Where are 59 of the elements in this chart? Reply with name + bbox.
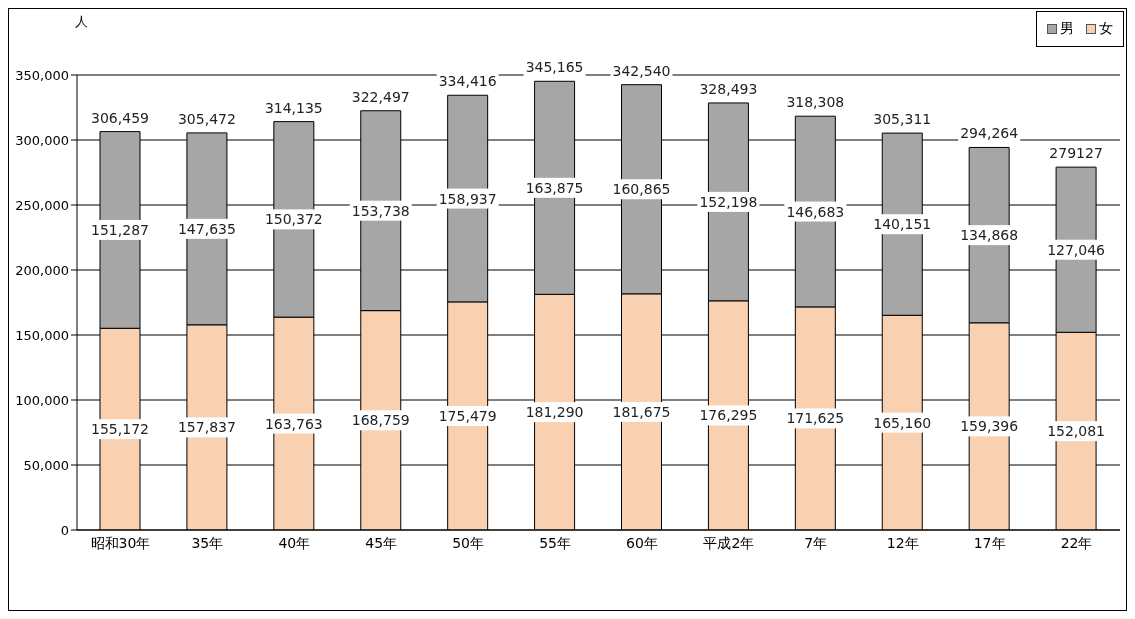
x-tick-label: 60年 — [626, 534, 658, 551]
y-tick-label: 50,000 — [23, 457, 69, 473]
data-label: 134,868 — [960, 227, 1019, 244]
total-label: 318,308 — [786, 94, 845, 111]
total-label: 345,165 — [525, 59, 584, 76]
data-label: 171,625 — [786, 410, 845, 427]
total-label: 306,459 — [91, 109, 149, 126]
x-tick-label: 35年 — [191, 534, 224, 551]
y-tick-label: 350,000 — [15, 67, 69, 83]
data-label: 158,937 — [438, 190, 497, 207]
total-label: 294,264 — [960, 125, 1019, 142]
x-tick-label: 17年 — [973, 534, 1006, 551]
data-label: 176,295 — [699, 407, 758, 424]
data-label: 150,372 — [264, 211, 323, 228]
data-label: 163,875 — [525, 179, 584, 196]
data-label: 146,683 — [786, 203, 845, 220]
x-tick-label: 昭和30年 — [90, 534, 151, 551]
x-tick-label: 平成2年 — [703, 534, 755, 551]
data-label: 157,837 — [177, 419, 236, 436]
data-label: 159,396 — [960, 418, 1019, 435]
legend-label: 男 — [1059, 20, 1074, 38]
data-label: 127,046 — [1047, 241, 1106, 258]
x-tick-label: 55年 — [539, 534, 571, 551]
data-label: 152,081 — [1047, 423, 1106, 440]
data-label: 153,738 — [351, 202, 410, 219]
y-tick-label: 300,000 — [15, 132, 69, 148]
x-tick-label: 45年 — [365, 534, 398, 551]
total-label: 328,493 — [699, 80, 758, 97]
total-label: 322,497 — [351, 88, 410, 105]
data-label: 165,160 — [873, 414, 932, 431]
data-label: 168,759 — [351, 412, 410, 429]
y-tick-label: 100,000 — [15, 392, 69, 408]
data-label: 175,479 — [438, 407, 497, 424]
legend-label: 女 — [1098, 20, 1113, 38]
data-label: 140,151 — [873, 216, 932, 233]
y-tick-label: 250,000 — [15, 197, 69, 213]
x-tick-label: 7年 — [804, 534, 828, 551]
total-label: 305,311 — [873, 111, 932, 128]
total-label: 342,540 — [612, 62, 671, 79]
total-label: 314,135 — [264, 99, 323, 116]
data-label: 181,290 — [525, 404, 584, 421]
data-label: 155,172 — [91, 421, 149, 438]
data-label: 160,865 — [612, 181, 671, 198]
y-tick-label: 150,000 — [15, 327, 69, 343]
y-tick-label: 0 — [60, 522, 69, 538]
x-tick-label: 50年 — [452, 534, 485, 551]
x-tick-label: 12年 — [886, 534, 919, 551]
data-label: 163,763 — [264, 415, 323, 432]
data-label: 151,287 — [91, 221, 149, 238]
data-label: 147,635 — [177, 220, 236, 237]
x-tick-label: 22年 — [1060, 534, 1093, 551]
data-label: 152,198 — [699, 193, 758, 210]
data-label: 181,675 — [612, 403, 671, 420]
total-label: 279127 — [1049, 145, 1103, 162]
y-tick-label: 200,000 — [15, 262, 69, 278]
x-tick-label: 40年 — [278, 534, 311, 551]
y-axis-title: 人 — [75, 13, 88, 31]
total-label: 334,416 — [438, 73, 497, 90]
total-label: 305,472 — [177, 110, 236, 127]
